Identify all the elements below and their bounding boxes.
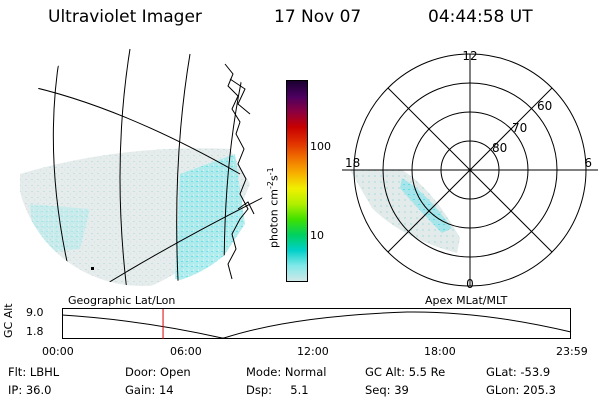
date-label: 17 Nov 07 (274, 7, 362, 27)
mlt-label-12: 12 (462, 49, 477, 63)
time-tick-4: 23:59 (556, 345, 588, 358)
mode-info: Mode: Normal (246, 365, 327, 379)
altitude-axis-label: GC Alt (2, 303, 15, 338)
lat-label-70: 70 (512, 121, 527, 135)
mlt-label-18: 18 (345, 156, 360, 170)
gc-alt-info: GC Alt: 5.5 Re (365, 365, 446, 379)
colorbar-tick-100: 100 (310, 140, 331, 153)
lat-label-80: 80 (492, 141, 507, 155)
mlt-label-6: 6 (584, 156, 592, 170)
door-info: Door: Open (125, 365, 191, 379)
seq-info: Seq: 39 (365, 383, 409, 397)
filter-info: Flt: LBHL (8, 365, 60, 379)
time-tick-3: 18:00 (424, 345, 456, 358)
glon-info: GLon: 205.3 (486, 383, 556, 397)
altitude-timeline (62, 308, 572, 339)
altitude-tick-max: 9.0 (26, 306, 44, 319)
geographic-image (16, 48, 268, 286)
geographic-projection-label: Geographic Lat/Lon (68, 294, 176, 307)
gain-info: Gain: 14 (125, 383, 174, 397)
lat-label-60: 60 (537, 99, 552, 113)
altitude-curve (62, 311, 572, 339)
instrument-title: Ultraviolet Imager (48, 7, 202, 27)
dsp-info: Dsp: 5.1 (246, 383, 309, 397)
time-tick-2: 12:00 (297, 345, 329, 358)
glat-info: GLat: -53.9 (486, 365, 551, 379)
apex-projection-label: Apex MLat/MLT (425, 294, 508, 307)
altitude-tick-min: 1.8 (26, 325, 44, 338)
mlt-label-0: 0 (466, 277, 474, 291)
time-tick-0: 00:00 (42, 345, 74, 358)
polar-plot: 12 18 6 0 60 70 80 (342, 49, 598, 291)
color-bar (286, 80, 308, 282)
colorbar-unit-label: photon cm-2s-1 (266, 167, 281, 248)
ip-info: IP: 36.0 (8, 383, 52, 397)
colorbar-tick-10: 10 (310, 229, 324, 242)
time-tick-1: 06:00 (170, 345, 202, 358)
time-label: 04:44:58 UT (428, 7, 533, 27)
